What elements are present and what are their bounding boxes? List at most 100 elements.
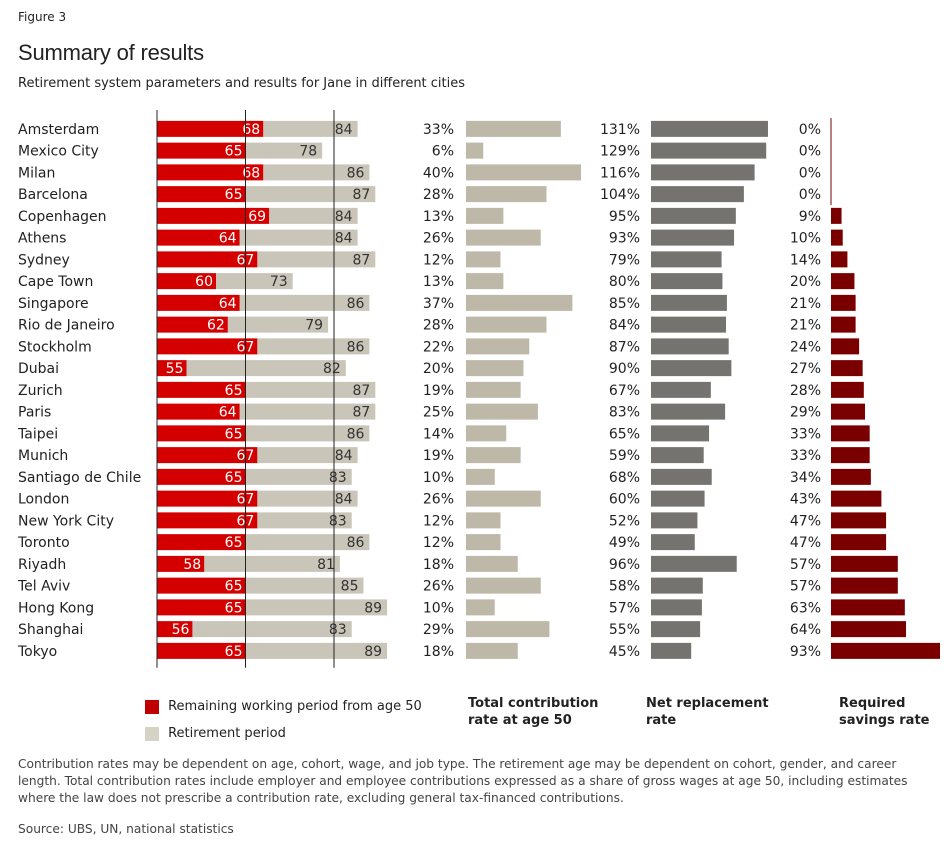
replacement-rate-label: 60% <box>609 492 640 508</box>
savings-rate-label: 28% <box>790 383 821 399</box>
replacement-rate-label: 83% <box>609 405 640 421</box>
life-expectancy-label: 87 <box>352 187 370 203</box>
savings-rate-bar <box>831 207 842 224</box>
contribution-rate-label: 26% <box>423 579 454 595</box>
working-period-bar <box>157 294 240 311</box>
working-period-bar <box>157 577 246 594</box>
retirement-period-bar <box>239 403 376 420</box>
footnote: Contribution rates may be dependent on a… <box>18 757 908 805</box>
savings-rate-bar <box>831 229 843 246</box>
city-label: Amsterdam <box>18 122 99 138</box>
contribution-rate-bar <box>466 207 504 224</box>
working-period-bar <box>157 621 193 638</box>
savings-rate-bar <box>831 338 860 355</box>
savings-rate-label: 27% <box>790 361 821 377</box>
legend-working-swatch <box>145 699 159 714</box>
working-period-bar <box>157 555 205 572</box>
retirement-age-label: 65 <box>225 579 243 595</box>
city-label: Cape Town <box>18 274 93 290</box>
life-expectancy-label: 89 <box>364 600 382 616</box>
summary-chart: Amsterdam 68 84 33% 131% 0% Mexico City 65 78 6% 1… <box>17 110 940 668</box>
savings-rate-label: 64% <box>790 622 821 638</box>
savings-rate-bar <box>831 621 907 638</box>
replacement-rate-bar <box>651 360 732 377</box>
retirement-period-bar <box>245 381 376 398</box>
retirement-period-bar <box>257 447 358 464</box>
savings-rate-bar <box>831 381 864 398</box>
retirement-period-bar <box>245 468 352 485</box>
retirement-age-label: 64 <box>219 231 237 247</box>
header-replacement: Net replacement rate <box>646 695 769 729</box>
savings-rate-bar <box>831 447 870 464</box>
working-period-bar <box>157 490 258 507</box>
working-period-bar <box>157 316 228 333</box>
savings-rate-bar <box>831 577 898 594</box>
retirement-age-label: 69 <box>248 209 266 225</box>
retirement-period-bar <box>245 142 323 159</box>
header-savings: Required savings rate <box>839 695 929 729</box>
header-contribution-line2: rate at age 50 <box>468 713 572 728</box>
retirement-age-label: 65 <box>225 470 243 486</box>
retirement-age-label: 64 <box>219 405 237 421</box>
working-period-bar <box>157 186 246 203</box>
contribution-rate-label: 12% <box>423 513 454 529</box>
retirement-period-bar <box>257 251 376 268</box>
savings-rate-label: 0% <box>799 187 821 203</box>
savings-rate-bar <box>831 251 848 268</box>
savings-rate-label: 34% <box>790 470 821 486</box>
legend-retirement: Retirement period <box>145 723 286 742</box>
savings-rate-label: 14% <box>790 252 821 268</box>
working-period-bar <box>157 447 258 464</box>
contribution-rate-bar <box>466 316 547 333</box>
replacement-rate-bar <box>651 512 698 529</box>
chart-subtitle: Retirement system parameters and results… <box>18 76 466 91</box>
city-label: New York City <box>18 513 114 529</box>
replacement-rate-label: 57% <box>609 600 640 616</box>
retirement-period-bar <box>245 642 388 659</box>
savings-rate-label: 0% <box>799 144 821 160</box>
replacement-rate-label: 95% <box>609 209 640 225</box>
contribution-rate-bar <box>466 642 518 659</box>
retirement-age-label: 55 <box>166 361 184 377</box>
savings-rate-bar <box>831 512 887 529</box>
city-label: Athens <box>18 231 66 247</box>
retirement-age-label: 58 <box>183 557 201 573</box>
city-label: Copenhagen <box>18 209 107 225</box>
replacement-rate-label: 58% <box>609 579 640 595</box>
header-contribution: Total contribution rate at age 50 <box>468 695 598 729</box>
working-period-bar <box>157 120 264 137</box>
working-period-bar <box>157 425 246 442</box>
savings-rate-label: 9% <box>799 209 821 225</box>
city-label: Rio de Janeiro <box>18 318 115 334</box>
retirement-period-bar <box>257 338 370 355</box>
contribution-rate-bar <box>466 142 484 159</box>
header-contribution-line1: Total contribution <box>468 696 599 711</box>
contribution-rate-bar <box>466 425 507 442</box>
retirement-period-bar <box>245 534 370 551</box>
replacement-rate-bar <box>651 447 704 464</box>
replacement-rate-bar <box>651 642 692 659</box>
replacement-rate-label: 96% <box>609 557 640 573</box>
contribution-rate-label: 28% <box>423 318 454 334</box>
contribution-rate-label: 10% <box>423 470 454 486</box>
savings-rate-bar <box>831 555 898 572</box>
savings-rate-label: 93% <box>790 644 821 660</box>
replacement-rate-bar <box>651 273 723 290</box>
life-expectancy-label: 85 <box>341 579 359 595</box>
header-savings-line1: Required <box>839 696 906 711</box>
replacement-rate-label: 68% <box>609 470 640 486</box>
header-savings-line2: savings rate <box>839 713 930 728</box>
retirement-age-label: 64 <box>219 296 237 312</box>
contribution-rate-label: 26% <box>423 492 454 508</box>
replacement-rate-bar <box>651 251 722 268</box>
contribution-rate-label: 14% <box>423 426 454 442</box>
replacement-rate-bar <box>651 425 710 442</box>
retirement-age-label: 65 <box>225 144 243 160</box>
contribution-rate-bar <box>466 403 538 420</box>
retirement-age-label: 65 <box>225 535 243 551</box>
retirement-age-label: 68 <box>242 122 260 138</box>
contribution-rate-bar <box>466 490 541 507</box>
working-period-bar <box>157 642 246 659</box>
life-expectancy-label: 84 <box>335 231 353 247</box>
header-replacement-line2: rate <box>646 713 677 728</box>
